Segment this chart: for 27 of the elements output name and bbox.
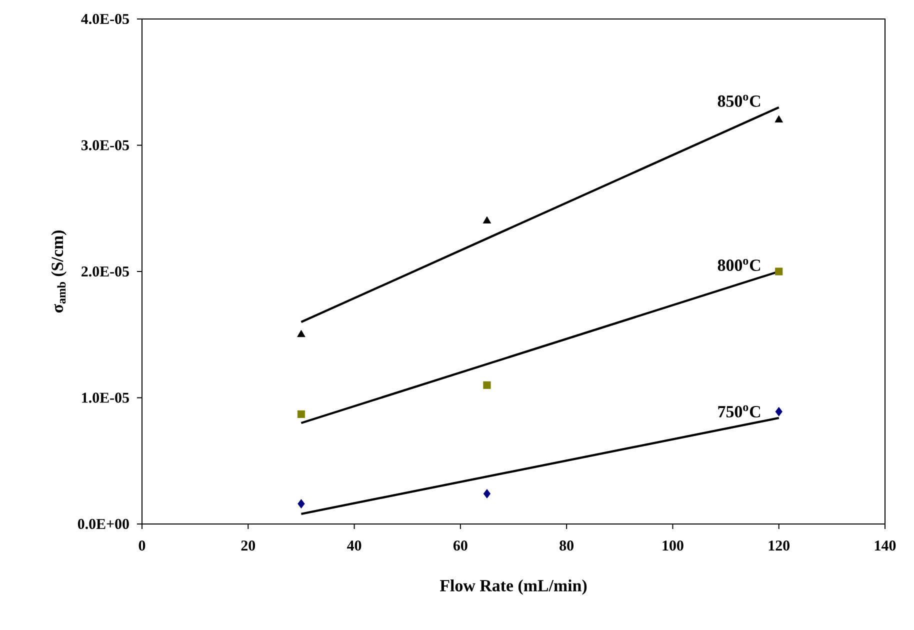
series-label: 800$^{o}$C — [718, 258, 760, 271]
point — [298, 499, 305, 508]
x-tick-label: 80 — [560, 540, 574, 551]
point — [482, 216, 492, 224]
point — [483, 489, 491, 498]
x-tick-label: 20 — [241, 540, 256, 551]
point — [483, 381, 491, 389]
x-axis-title: Flow Rate (mL/min) — [440, 579, 587, 595]
x-tick-label: 0 — [138, 540, 146, 551]
point — [297, 410, 306, 418]
x-tick-label: 40 — [347, 540, 362, 551]
x-tick-label: 60 — [453, 540, 468, 551]
y-tick-label: 3.0E-05 — [81, 140, 129, 150]
point — [775, 406, 782, 416]
series-label: 750$^{o}$C — [718, 405, 760, 418]
x-tick-label: 100 — [662, 540, 684, 551]
y-tick-label: 4.0E-05 — [81, 14, 129, 24]
y-tick-label: 1.0E-05 — [82, 392, 129, 403]
y-axis-title: σ$_{amb}$ (S/cm) — [51, 230, 67, 313]
y-tick-label: 2.0E-05 — [82, 266, 129, 277]
x-tick-label: 120 — [768, 540, 790, 551]
point — [774, 115, 783, 122]
y-tick-label: 0.0E+00 — [78, 518, 129, 530]
point — [297, 330, 306, 338]
x-tick-label: 140 — [875, 540, 896, 551]
point — [775, 268, 783, 276]
series-label: 850$^{o}$C — [718, 94, 760, 107]
